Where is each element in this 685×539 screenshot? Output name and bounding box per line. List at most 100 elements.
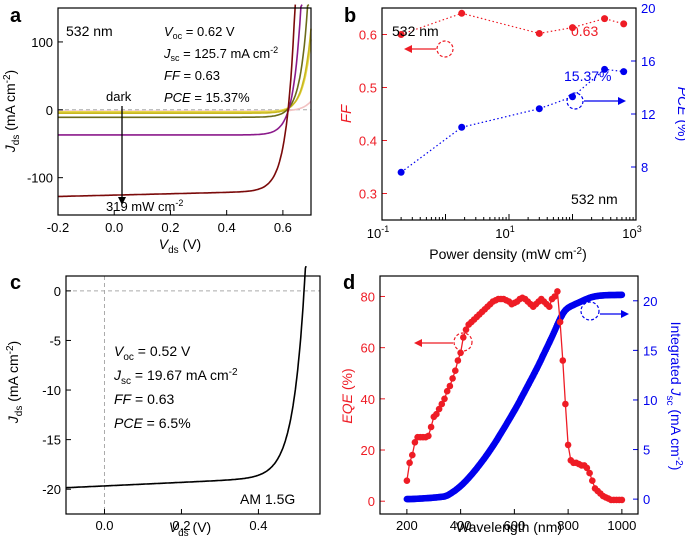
- panel-b-xtick-label: 10-1: [367, 224, 389, 241]
- panel-b-ff-point: [535, 29, 543, 37]
- panel-d-eqe-point: [409, 451, 416, 459]
- panel-a-curve-4: [58, 4, 310, 119]
- panel-c-metric-ff: FF = 0.63: [114, 391, 175, 407]
- panel-b-ytick-label-right: 12: [641, 107, 655, 122]
- panel-c-xtick-label: 0.0: [95, 518, 113, 533]
- panel-d-xtick-label: 400: [450, 518, 472, 533]
- panel-d-eqe-point: [406, 459, 413, 467]
- panel-b-ff-point: [397, 31, 405, 38]
- panel-b-ff-highlight-circle: [436, 40, 454, 58]
- panel-d-ytick-label-left: 0: [368, 494, 375, 509]
- panel-label-d: d: [343, 272, 355, 294]
- panel-d-ytick-label-right: 0: [643, 492, 650, 507]
- panel-d-eqe-point: [457, 349, 464, 357]
- panel-b-frame: [381, 7, 637, 221]
- panel-d-jsc-highlight-circle: [580, 301, 600, 321]
- panel-d-ytick-label-right: 10: [643, 393, 657, 408]
- panel-d-ylabel-right: Integrated Jsc (mA cm-2): [664, 322, 684, 471]
- panel-d-ylabel-left: EQE (%): [339, 368, 355, 423]
- panel-c-ytick-label: -20: [42, 482, 61, 497]
- panel-c-condition-label: AM 1.5G: [240, 491, 295, 507]
- panel-c-frame: [65, 275, 321, 515]
- panel-d-ytick-label-left: 40: [361, 392, 375, 407]
- panel-a-xlabel: Vds (V): [159, 236, 201, 256]
- panel-d-eqe-highlight-circle: [453, 332, 473, 352]
- panel-a-ticks: -0.2 0.0 0.2 0.4 0.6 -100 0 100: [27, 35, 292, 235]
- panel-d-eqe-point: [449, 375, 456, 382]
- panel-b-ylabel-left: FF: [338, 104, 355, 123]
- panel-d-eqe-point: [564, 441, 572, 449]
- panel-a-curve-2: [58, 39, 312, 113]
- panel-d-eqe-point: [452, 367, 459, 375]
- panel-a-curves: [57, 4, 312, 198]
- panel-d-eqe-point: [556, 318, 564, 326]
- panel-b-pce-line: [400, 68, 624, 173]
- panel-b-ytick-label-left: 0.4: [359, 134, 377, 149]
- panel-d-eqe-point: [546, 303, 553, 311]
- panel-b-pce-point: [458, 123, 466, 131]
- panel-b-pce-point: [601, 65, 609, 73]
- panel-d-eqe-point: [462, 326, 470, 334]
- panel-a-arrow-label-power: 319 mW cm-2: [106, 198, 183, 214]
- panel-b-ytick-label-right: 8: [641, 160, 648, 175]
- panel-label-b: b: [344, 5, 356, 27]
- panel-b-ticks: 10-1 101 103 0.3 0.4 0.5 0.6 8 12 16 20: [359, 1, 656, 241]
- panel-c-xtick-label: 0.2: [172, 518, 190, 533]
- panel-b-pce-point: [620, 68, 628, 76]
- panel-a-curve-5: [58, 4, 303, 136]
- panel-c-metric-jsc: Jsc = 19.67 mA cm-2: [113, 367, 238, 387]
- panel-label-c: c: [10, 272, 21, 294]
- panel-d-eqe-point: [559, 357, 567, 364]
- panel-a: a -0.2 0.0 0.2 0.4 0.6 -100 0 100 532 nm Voc = …: [2, 4, 312, 256]
- panel-b-ylabel-right: PCE (%): [675, 87, 685, 141]
- panel-b-label-bottom: 532 nm: [571, 191, 618, 207]
- panel-a-xtick-label: 0.2: [161, 220, 179, 235]
- panel-b-ytick-label-right: 16: [641, 54, 655, 69]
- panel-c-metric-pce: PCE = 6.5%: [114, 415, 191, 431]
- panel-a-metric-pce: PCE = 15.37%: [164, 90, 250, 105]
- panel-d-eqe-point: [433, 410, 440, 418]
- panel-d-eqe-point: [403, 477, 411, 485]
- panel-d-eqe-point: [583, 464, 591, 472]
- panel-c-ytick-label: 0: [54, 284, 61, 299]
- panel-a-xtick-label: 0.6: [274, 220, 292, 235]
- panel-d-ytick-label-right: 20: [643, 294, 657, 309]
- panel-a-ylabel: Jds (mA cm-2): [2, 70, 22, 153]
- panel-label-a: a: [10, 5, 22, 27]
- panel-a-curve-6: [57, 4, 297, 198]
- panel-b-ytick-label-left: 0.3: [359, 187, 377, 202]
- panel-d-eqe-point: [438, 400, 446, 408]
- panel-d-eqe-point: [441, 395, 448, 403]
- panel-b-pce-point: [569, 93, 576, 101]
- panel-c-xlabel: Vds (V): [169, 519, 211, 539]
- panel-b-pce-point: [397, 168, 405, 176]
- panel-a-metric-voc: Voc = 0.62 V: [164, 24, 235, 41]
- panel-c-ylabel: Jds (mA cm-2): [5, 341, 25, 424]
- panel-d-eqe-point: [551, 293, 558, 300]
- panel-d-eqe-point: [443, 387, 451, 395]
- panel-a-ytick-label: -100: [27, 171, 53, 186]
- panel-b-label-ff-value: 0.63: [571, 23, 598, 39]
- panel-d-eqe-point: [562, 400, 569, 408]
- panel-d-ytick-label-left: 20: [361, 443, 375, 458]
- panel-d-ytick-label-left: 60: [361, 341, 375, 356]
- panel-c-metric-voc: Voc = 0.52 V: [114, 343, 191, 363]
- panel-a-ytick-label: 100: [31, 35, 53, 50]
- panel-c-curve-1: [66, 265, 307, 489]
- panel-d-eqe-point: [435, 405, 443, 413]
- panel-a-wavelength: 532 nm: [66, 23, 113, 39]
- panel-b-label-wavelength: 532 nm: [392, 23, 439, 39]
- panel-c-curves: [66, 265, 320, 514]
- panel-d-eqe-point: [586, 469, 593, 477]
- panel-b-ff-point: [458, 9, 466, 17]
- panel-a-ytick-label: 0: [46, 103, 53, 118]
- panel-b-ytick-label-left: 0.6: [359, 28, 377, 43]
- panel-b-series: [397, 9, 628, 176]
- panel-b: b 10-1 101 103 0.3 0.4 0.5 0.6 8 12 16 20 532 nm 0…: [338, 1, 685, 262]
- panel-d-eqe-point: [427, 423, 435, 431]
- panel-d-ytick-label-right: 5: [643, 443, 650, 458]
- panel-a-xtick-label: 0.0: [105, 220, 123, 235]
- panel-d-eqe-point: [554, 288, 561, 295]
